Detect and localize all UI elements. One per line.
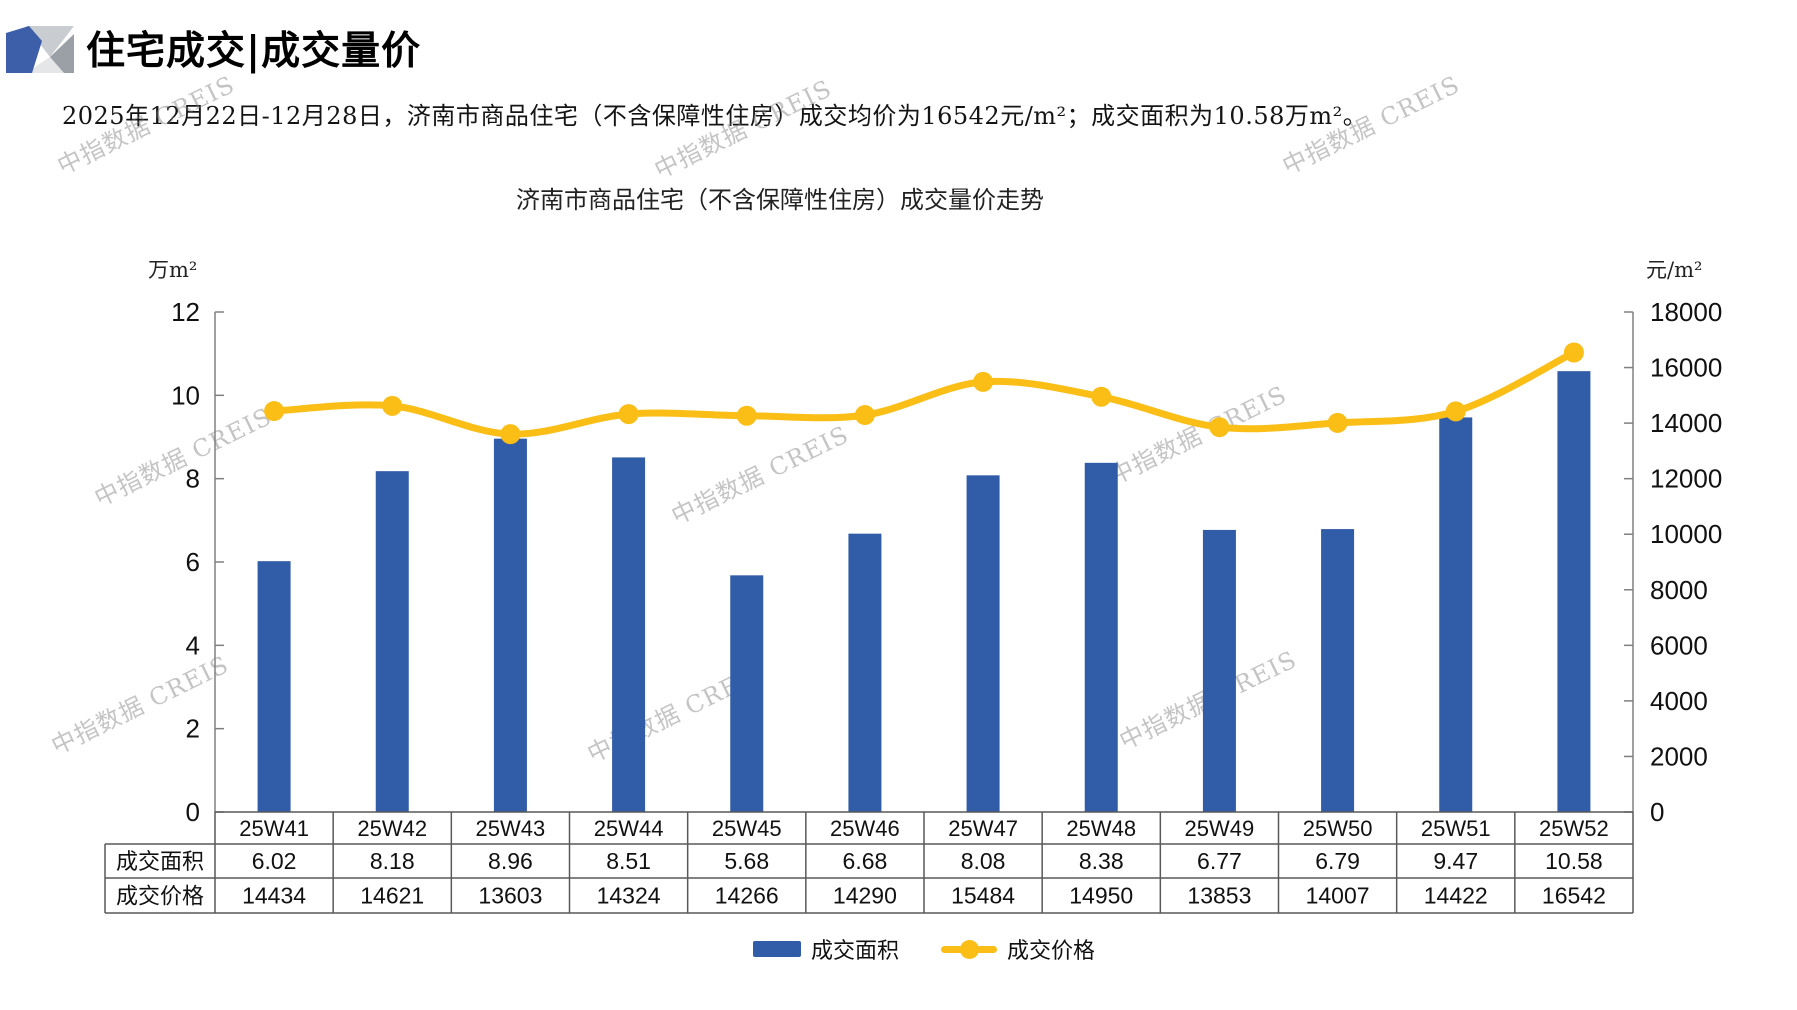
area-value-cell: 6.77 xyxy=(1197,848,1242,874)
right-axis-tick-label: 18000 xyxy=(1650,297,1722,327)
price-point xyxy=(382,395,403,416)
right-axis-unit-label: 元/m² xyxy=(1646,258,1703,282)
right-axis-tick-label: 10000 xyxy=(1650,519,1722,549)
price-value-cell: 14007 xyxy=(1306,883,1370,909)
left-axis-unit-label: 万m² xyxy=(148,258,198,282)
bar xyxy=(1439,417,1473,812)
price-value-cell: 14290 xyxy=(833,883,897,909)
price-value-cell: 15484 xyxy=(951,883,1015,909)
week-label: 25W41 xyxy=(239,816,309,841)
right-axis-tick-label: 4000 xyxy=(1650,686,1708,716)
left-axis-tick-label: 12 xyxy=(171,297,200,327)
price-point xyxy=(1327,412,1348,433)
report-summary-text: 2025年12月22日-12月28日，济南市商品住宅（不含保障性住房）成交均价为… xyxy=(62,102,1368,130)
price-value-cell: 13853 xyxy=(1187,883,1251,909)
week-label: 25W50 xyxy=(1303,816,1373,841)
area-value-cell: 5.68 xyxy=(724,848,769,874)
price-value-cell: 13603 xyxy=(478,883,542,909)
area-value-cell: 8.18 xyxy=(370,848,415,874)
price-value-cell: 14621 xyxy=(360,883,424,909)
legend-label-area: 成交面积 xyxy=(810,939,899,964)
week-label: 25W51 xyxy=(1421,816,1491,841)
watermark: 中指数据 CREIS xyxy=(46,650,234,761)
logo-gray-pale-triangle xyxy=(26,57,64,73)
table-row-label-area: 成交面积 xyxy=(116,850,204,875)
bar xyxy=(375,471,409,812)
watermark: 中指数据 CREIS xyxy=(582,658,770,769)
bar xyxy=(1084,462,1118,812)
week-label: 25W43 xyxy=(476,816,546,841)
area-value-cell: 9.47 xyxy=(1433,848,1478,874)
bar xyxy=(612,457,646,812)
week-label: 25W47 xyxy=(948,816,1018,841)
line-swatch-dot xyxy=(960,940,979,959)
price-point xyxy=(500,424,521,445)
bar xyxy=(1557,371,1591,812)
price-value-cell: 14266 xyxy=(715,883,779,909)
price-value-cell: 14422 xyxy=(1424,883,1488,909)
price-point xyxy=(618,404,639,425)
bar xyxy=(1321,529,1355,812)
week-label: 25W46 xyxy=(830,816,900,841)
right-axis-tick-label: 14000 xyxy=(1650,408,1722,438)
left-axis-tick-label: 2 xyxy=(186,714,200,744)
line-series-swatch xyxy=(941,940,997,959)
logo-gray-light-triangle xyxy=(26,26,74,57)
report-logo xyxy=(6,26,74,73)
left-axis-tick-label: 10 xyxy=(171,380,200,410)
area-value-cell: 8.96 xyxy=(488,848,533,874)
price-point xyxy=(1445,401,1466,422)
chart-legend: 成交面积 成交价格 xyxy=(624,933,1224,965)
bar xyxy=(848,533,882,812)
area-value-cell: 6.79 xyxy=(1315,848,1360,874)
price-point xyxy=(1563,342,1584,363)
logo-blue-shape xyxy=(6,26,42,73)
table-row-label-price: 成交价格 xyxy=(116,885,204,910)
area-value-cell: 10.58 xyxy=(1545,848,1603,874)
chart-title: 济南市商品住宅（不含保障性住房）成交量价走势 xyxy=(516,186,1044,214)
price-point xyxy=(1091,386,1112,407)
week-label: 25W48 xyxy=(1066,816,1136,841)
week-label: 25W42 xyxy=(357,816,427,841)
watermark: 中指数据 CREIS xyxy=(1114,645,1302,756)
right-axis-tick-label: 16000 xyxy=(1650,353,1722,383)
right-axis-tick-label: 12000 xyxy=(1650,464,1722,494)
legend-item-price: 成交价格 xyxy=(941,933,1095,965)
price-value-cell: 14324 xyxy=(597,883,661,909)
page-title: 住宅成交|成交量价 xyxy=(86,28,422,74)
week-label: 25W49 xyxy=(1185,816,1255,841)
area-value-cell: 6.02 xyxy=(252,848,297,874)
logo-gray-mid-triangle xyxy=(50,34,74,73)
price-point xyxy=(973,371,994,392)
bar-series-swatch xyxy=(752,941,801,957)
price-value-cell: 14434 xyxy=(242,883,306,909)
price-value-cell: 14950 xyxy=(1069,883,1133,909)
right-axis-tick-label: 0 xyxy=(1650,797,1664,827)
area-value-cell: 8.38 xyxy=(1079,848,1124,874)
watermark: 中指数据 CREIS xyxy=(666,420,854,531)
watermark: 中指数据 CREIS xyxy=(1104,380,1292,491)
left-axis-tick-label: 6 xyxy=(186,547,200,577)
bar xyxy=(966,475,1000,812)
area-value-cell: 6.68 xyxy=(843,848,888,874)
legend-label-price: 成交价格 xyxy=(1007,939,1096,964)
price-value-cell: 16542 xyxy=(1542,883,1606,909)
area-value-cell: 8.51 xyxy=(606,848,651,874)
price-point xyxy=(736,405,757,426)
bar xyxy=(493,438,527,812)
week-label: 25W45 xyxy=(712,816,782,841)
price-line xyxy=(270,349,1578,438)
bar xyxy=(257,561,291,812)
left-axis-tick-label: 0 xyxy=(186,797,200,827)
price-point xyxy=(854,405,875,426)
right-axis-tick-label: 6000 xyxy=(1650,630,1708,660)
week-label: 25W52 xyxy=(1539,816,1609,841)
watermark: 中指数据 CREIS xyxy=(89,402,277,513)
week-label: 25W44 xyxy=(594,816,664,841)
right-axis-tick-label: 8000 xyxy=(1650,575,1708,605)
right-axis-tick-label: 2000 xyxy=(1650,741,1708,771)
area-value-cell: 8.08 xyxy=(961,848,1006,874)
legend-item-area: 成交面积 xyxy=(752,933,899,965)
